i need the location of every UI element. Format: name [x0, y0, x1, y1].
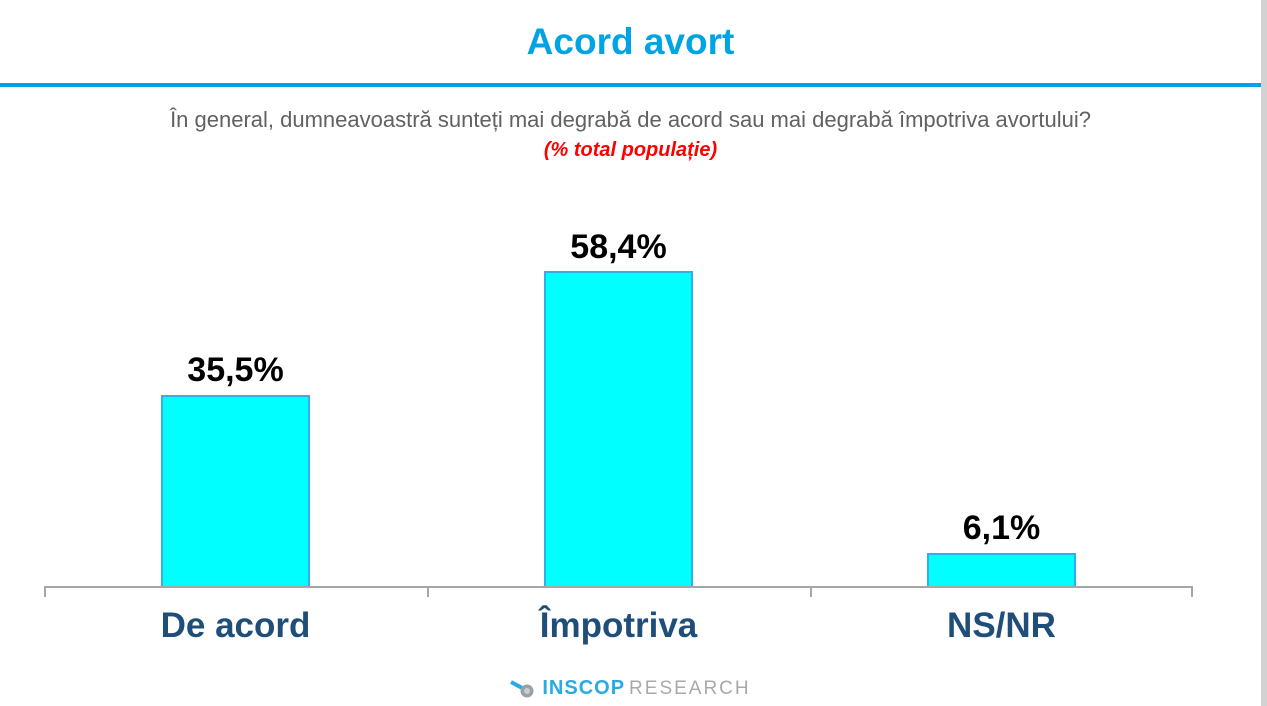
page-title: Acord avort	[526, 21, 735, 62]
population-note-text: (% total populație)	[543, 139, 718, 161]
category-label-impotriva: Împotriva	[539, 606, 698, 645]
logo-text-research: RESEARCH	[629, 677, 751, 699]
bar-group-impotriva: 58,4%	[427, 209, 810, 586]
axis-tick	[44, 586, 46, 597]
bar-impotriva	[544, 271, 693, 586]
bar-group-de-acord: 35,5%	[44, 209, 427, 586]
inscop-compass-icon	[510, 679, 534, 697]
bar-nsnr	[927, 553, 1076, 586]
category-label-nsnr: NS/NR	[947, 606, 1056, 645]
value-label: 6,1%	[962, 509, 1041, 548]
axis-tick	[810, 586, 812, 597]
footer-logo: INSCOP RESEARCH	[0, 677, 1261, 700]
survey-question-text: În general, dumneavoastră sunteți mai de…	[170, 107, 1091, 132]
bar-de-acord	[161, 394, 310, 586]
value-label: 35,5%	[187, 351, 284, 390]
axis-tick	[427, 586, 429, 597]
slide-edge-strip	[1261, 0, 1267, 706]
bar-chart-plot-area: 35,5% 58,4% 6,1%	[44, 209, 1193, 597]
title-divider-line	[0, 83, 1261, 87]
category-axis-labels: De acord Împotriva NS/NR	[44, 606, 1193, 646]
value-label: 58,4%	[570, 227, 667, 266]
bar-group-nsnr: 6,1%	[810, 209, 1193, 586]
logo-text-inscop: INSCOP	[542, 677, 626, 699]
category-label-de-acord: De acord	[160, 606, 311, 645]
axis-tick	[1191, 586, 1193, 597]
